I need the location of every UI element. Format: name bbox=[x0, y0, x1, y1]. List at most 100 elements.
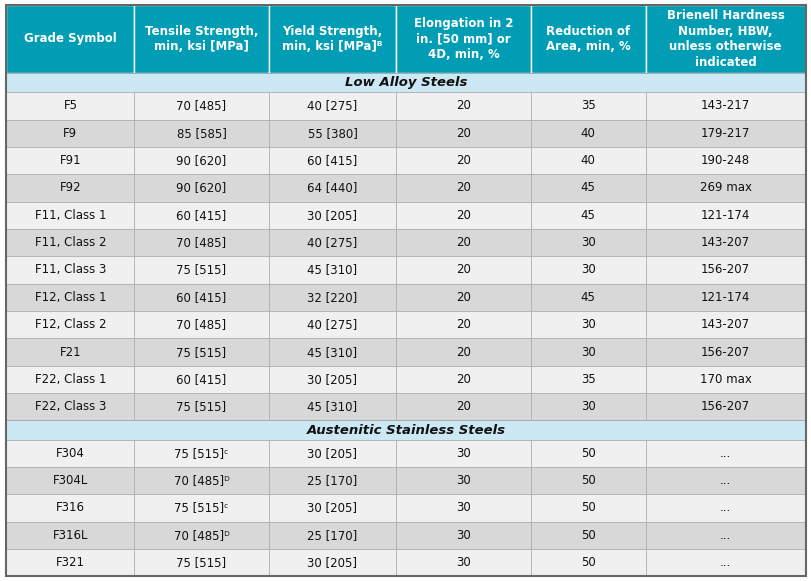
Bar bbox=[268, 120, 396, 147]
Text: 55 [380]: 55 [380] bbox=[307, 127, 357, 139]
Bar bbox=[134, 284, 268, 311]
Bar bbox=[645, 174, 805, 202]
Bar bbox=[645, 338, 805, 365]
Bar bbox=[268, 522, 396, 549]
Bar bbox=[396, 338, 530, 365]
Bar bbox=[396, 522, 530, 549]
Text: 45: 45 bbox=[580, 181, 595, 195]
Bar bbox=[6, 440, 134, 467]
Bar bbox=[645, 393, 805, 421]
Text: 30: 30 bbox=[580, 400, 594, 413]
Bar bbox=[645, 522, 805, 549]
Bar bbox=[645, 494, 805, 522]
Text: 45: 45 bbox=[580, 291, 595, 304]
Text: ...: ... bbox=[719, 501, 731, 514]
Bar bbox=[396, 202, 530, 229]
Bar bbox=[645, 5, 805, 73]
Text: F11, Class 1: F11, Class 1 bbox=[35, 209, 106, 222]
Text: 40 [275]: 40 [275] bbox=[307, 236, 357, 249]
Text: F21: F21 bbox=[59, 346, 81, 358]
Text: 50: 50 bbox=[580, 556, 594, 569]
Text: 20: 20 bbox=[456, 318, 470, 331]
Bar bbox=[645, 440, 805, 467]
Text: 45: 45 bbox=[580, 209, 595, 222]
Bar bbox=[645, 311, 805, 338]
Text: 90 [620]: 90 [620] bbox=[176, 154, 226, 167]
Text: 30 [205]: 30 [205] bbox=[307, 447, 357, 460]
Text: 20: 20 bbox=[456, 373, 470, 386]
Bar bbox=[6, 229, 134, 256]
Text: F304L: F304L bbox=[53, 474, 88, 487]
Bar bbox=[396, 365, 530, 393]
Bar bbox=[6, 365, 134, 393]
Bar bbox=[268, 393, 396, 421]
Text: Tensile Strength,
min, ksi [MPa]: Tensile Strength, min, ksi [MPa] bbox=[144, 24, 258, 53]
Text: 40: 40 bbox=[580, 127, 595, 139]
Bar bbox=[6, 92, 134, 120]
Text: Grade Symbol: Grade Symbol bbox=[24, 33, 117, 45]
Bar bbox=[530, 256, 645, 284]
Text: 121-174: 121-174 bbox=[700, 209, 749, 222]
Bar bbox=[530, 284, 645, 311]
Text: F9: F9 bbox=[63, 127, 77, 139]
Bar bbox=[396, 92, 530, 120]
Text: 75 [515]: 75 [515] bbox=[176, 346, 226, 358]
Text: 60 [415]: 60 [415] bbox=[176, 291, 226, 304]
Bar bbox=[530, 311, 645, 338]
Bar bbox=[268, 311, 396, 338]
Bar bbox=[530, 5, 645, 73]
Bar bbox=[134, 467, 268, 494]
Text: Reduction of
Area, min, %: Reduction of Area, min, % bbox=[545, 24, 630, 53]
Bar bbox=[268, 174, 396, 202]
Bar bbox=[268, 365, 396, 393]
Text: ...: ... bbox=[719, 447, 731, 460]
Bar bbox=[396, 147, 530, 174]
Text: Elongation in 2
in. [50 mm] or
4D, min, %: Elongation in 2 in. [50 mm] or 4D, min, … bbox=[414, 17, 513, 61]
Bar bbox=[530, 522, 645, 549]
Bar bbox=[396, 393, 530, 421]
Bar bbox=[268, 202, 396, 229]
Bar bbox=[530, 229, 645, 256]
Text: 20: 20 bbox=[456, 181, 470, 195]
Text: 50: 50 bbox=[580, 447, 594, 460]
Bar bbox=[268, 92, 396, 120]
Text: ...: ... bbox=[719, 474, 731, 487]
Text: 70 [485]: 70 [485] bbox=[176, 99, 226, 112]
Text: 20: 20 bbox=[456, 209, 470, 222]
Bar bbox=[396, 174, 530, 202]
Bar bbox=[134, 229, 268, 256]
Bar bbox=[530, 393, 645, 421]
Bar bbox=[134, 256, 268, 284]
Text: 60 [415]: 60 [415] bbox=[176, 373, 226, 386]
Text: 25 [170]: 25 [170] bbox=[307, 529, 357, 542]
Bar bbox=[268, 467, 396, 494]
Text: 156-207: 156-207 bbox=[700, 400, 749, 413]
Text: 20: 20 bbox=[456, 127, 470, 139]
Text: F12, Class 2: F12, Class 2 bbox=[35, 318, 106, 331]
Text: 70 [485]: 70 [485] bbox=[176, 236, 226, 249]
Bar bbox=[6, 73, 805, 92]
Text: 30: 30 bbox=[456, 501, 470, 514]
Text: 30 [205]: 30 [205] bbox=[307, 209, 357, 222]
Bar bbox=[134, 311, 268, 338]
Text: 90 [620]: 90 [620] bbox=[176, 181, 226, 195]
Text: 179-217: 179-217 bbox=[700, 127, 749, 139]
Text: 75 [515]ᶜ: 75 [515]ᶜ bbox=[174, 501, 229, 514]
Bar bbox=[134, 393, 268, 421]
Text: F11, Class 2: F11, Class 2 bbox=[35, 236, 106, 249]
Bar bbox=[396, 467, 530, 494]
Text: 75 [515]: 75 [515] bbox=[176, 264, 226, 277]
Bar bbox=[530, 440, 645, 467]
Text: Low Alloy Steels: Low Alloy Steels bbox=[345, 76, 466, 89]
Text: 143-207: 143-207 bbox=[700, 318, 749, 331]
Bar bbox=[530, 365, 645, 393]
Text: 45 [310]: 45 [310] bbox=[307, 264, 357, 277]
Bar bbox=[134, 522, 268, 549]
Bar bbox=[396, 549, 530, 576]
Bar bbox=[268, 549, 396, 576]
Text: 85 [585]: 85 [585] bbox=[176, 127, 226, 139]
Bar bbox=[645, 147, 805, 174]
Text: Austenitic Stainless Steels: Austenitic Stainless Steels bbox=[306, 424, 505, 436]
Text: 30: 30 bbox=[580, 264, 594, 277]
Text: 20: 20 bbox=[456, 236, 470, 249]
